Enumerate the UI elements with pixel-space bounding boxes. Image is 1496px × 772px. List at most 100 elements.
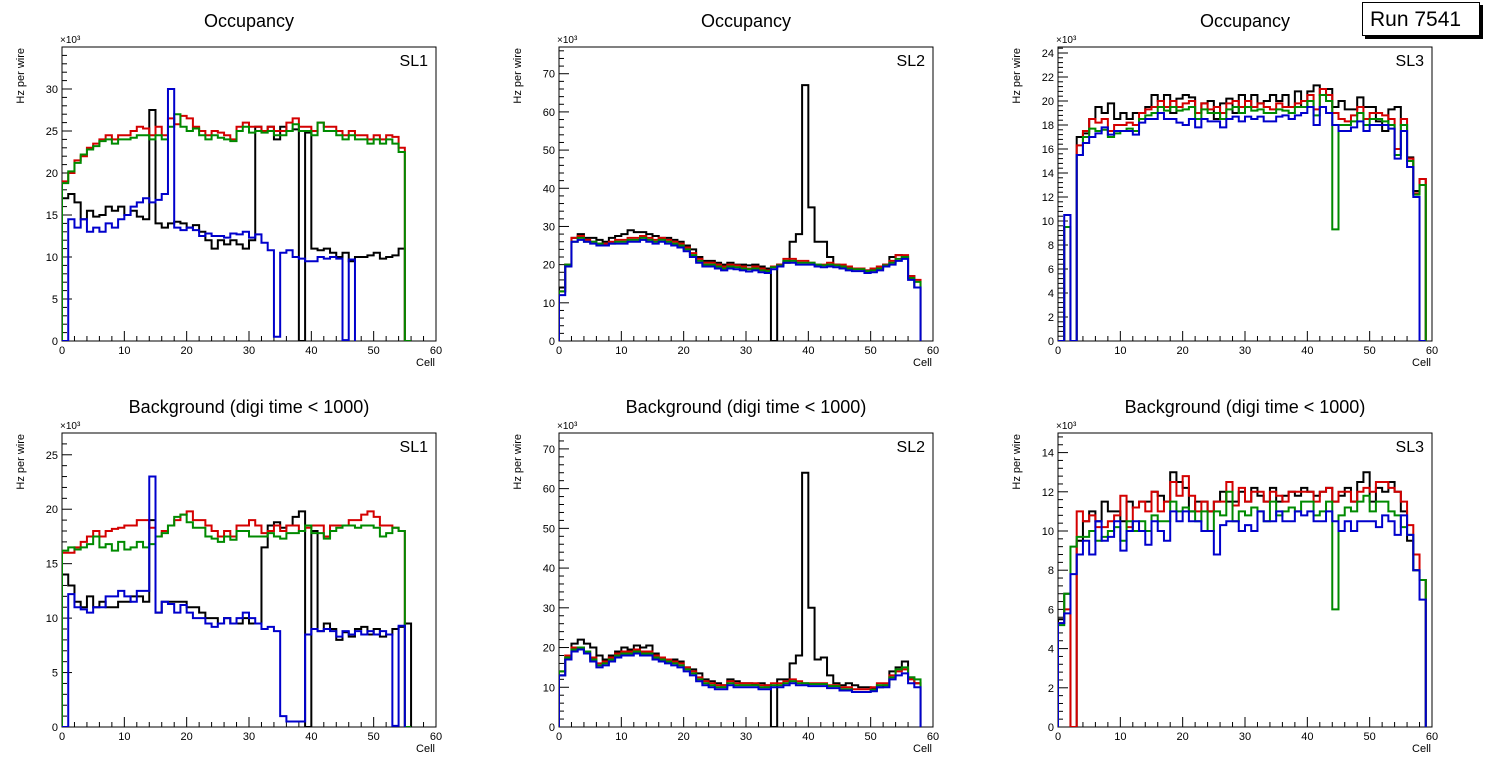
y-tick-label: 24 (1042, 48, 1054, 60)
chart-title: Background (digi time < 1000) (1125, 397, 1366, 417)
y-tick-label: 40 (543, 563, 555, 575)
histogram-series-green (62, 513, 412, 727)
y-tick-label: 6 (1048, 264, 1054, 276)
y-tick-label: 16 (1042, 144, 1054, 156)
x-tick-label: 30 (740, 345, 752, 357)
chart-title: Occupancy (1200, 11, 1290, 31)
y-tick-label: 25 (46, 450, 58, 462)
y-tick-label: 30 (46, 84, 58, 96)
y-tick-label: 14 (1042, 448, 1054, 460)
histogram-series-black (62, 109, 406, 341)
chart-title: Background (digi time < 1000) (129, 397, 370, 417)
x-tick-label: 10 (615, 731, 627, 743)
histogram-series-blue (1058, 106, 1426, 341)
chart-panel-5: Background (digi time < 1000) SL2 ×10³ Cell… (512, 397, 939, 755)
x-tick-label: 20 (181, 345, 193, 357)
y-tick-label: 10 (1042, 216, 1054, 228)
y-tick-label: 20 (46, 504, 58, 516)
y-tick-label: 10 (46, 613, 58, 625)
y-tick-label: 30 (543, 221, 555, 233)
histogram-series-red (62, 114, 406, 341)
chart-title: Occupancy (701, 11, 791, 31)
x-tick-label: 20 (678, 731, 690, 743)
x-tick-label: 20 (1177, 345, 1189, 357)
y-axis-label: Hz per wire (512, 434, 524, 490)
x-tick-label: 60 (430, 345, 442, 357)
y-tick-label: 25 (46, 126, 58, 138)
y-tick-label: 14 (1042, 168, 1054, 180)
x-tick-label: 10 (118, 345, 130, 357)
x-tick-label: 30 (740, 731, 752, 743)
y-tick-label: 4 (1048, 288, 1054, 300)
y-tick-label: 15 (46, 210, 58, 222)
y-tick-label: 6 (1048, 604, 1054, 616)
x-tick-label: 20 (678, 345, 690, 357)
y-tick-label: 5 (52, 668, 58, 680)
histogram-series-black (62, 510, 413, 727)
run-label: Run 7541 (1370, 8, 1462, 31)
x-tick-label: 40 (802, 345, 814, 357)
histogram-series-blue (62, 475, 406, 727)
y-tick-label: 10 (46, 252, 58, 264)
y-exponent-label: ×10³ (1056, 35, 1077, 46)
x-tick-label: 50 (865, 731, 877, 743)
y-tick-label: 40 (543, 183, 555, 195)
plot-frame (558, 46, 934, 342)
x-tick-label: 0 (59, 731, 65, 743)
superlayer-tag: SL3 (1396, 53, 1425, 70)
y-tick-label: 60 (543, 107, 555, 119)
superlayer-tag: SL1 (400, 53, 429, 70)
x-tick-label: 0 (556, 345, 562, 357)
x-tick-label: 40 (1301, 345, 1313, 357)
x-tick-label: 30 (243, 345, 255, 357)
y-exponent-label: ×10³ (60, 421, 81, 432)
y-tick-label: 0 (52, 722, 58, 734)
x-tick-label: 0 (1055, 731, 1061, 743)
x-tick-label: 10 (118, 731, 130, 743)
x-tick-label: 50 (368, 345, 380, 357)
x-tick-label: 60 (430, 731, 442, 743)
y-axis-label: Hz per wire (1011, 48, 1023, 104)
x-tick-label: 60 (1426, 731, 1438, 743)
x-tick-label: 40 (802, 731, 814, 743)
x-tick-label: 50 (1364, 731, 1376, 743)
y-exponent-label: ×10³ (60, 35, 81, 46)
histogram-series-black (559, 471, 922, 727)
y-tick-label: 10 (543, 682, 555, 694)
x-tick-label: 50 (1364, 345, 1376, 357)
y-tick-label: 18 (1042, 120, 1054, 132)
histogram-series-blue (1058, 510, 1427, 727)
y-tick-label: 12 (1042, 487, 1054, 499)
y-tick-label: 0 (549, 722, 555, 734)
y-tick-label: 20 (46, 168, 58, 180)
x-tick-label: 50 (865, 345, 877, 357)
x-tick-label: 10 (1114, 345, 1126, 357)
plot-frame (1057, 432, 1433, 728)
y-tick-label: 5 (52, 294, 58, 306)
chart-panel-4: Background (digi time < 1000) SL1 ×10³ Cell… (15, 397, 442, 755)
x-tick-label: 40 (305, 731, 317, 743)
histogram-series-blue (559, 238, 922, 341)
y-tick-label: 50 (543, 523, 555, 535)
x-tick-label: 30 (1239, 345, 1251, 357)
histogram-series-green (559, 236, 922, 341)
y-axis-label: Hz per wire (1011, 434, 1023, 490)
y-tick-label: 2 (1048, 312, 1054, 324)
x-axis-label: Cell (416, 357, 435, 369)
histogram-series-green (62, 113, 412, 341)
histogram-series-blue (62, 88, 356, 341)
y-tick-label: 60 (543, 484, 555, 496)
x-tick-label: 60 (927, 731, 939, 743)
y-exponent-label: ×10³ (557, 35, 578, 46)
x-tick-label: 10 (1114, 731, 1126, 743)
y-exponent-label: ×10³ (1056, 421, 1077, 432)
y-tick-label: 50 (543, 145, 555, 157)
x-tick-label: 20 (1177, 731, 1189, 743)
y-axis-label: Hz per wire (15, 48, 27, 104)
plot-frame (61, 432, 437, 728)
x-tick-label: 0 (556, 731, 562, 743)
run-label-box: Run 7541 (1362, 2, 1480, 36)
y-tick-label: 0 (549, 336, 555, 348)
superlayer-tag: SL3 (1396, 439, 1425, 456)
